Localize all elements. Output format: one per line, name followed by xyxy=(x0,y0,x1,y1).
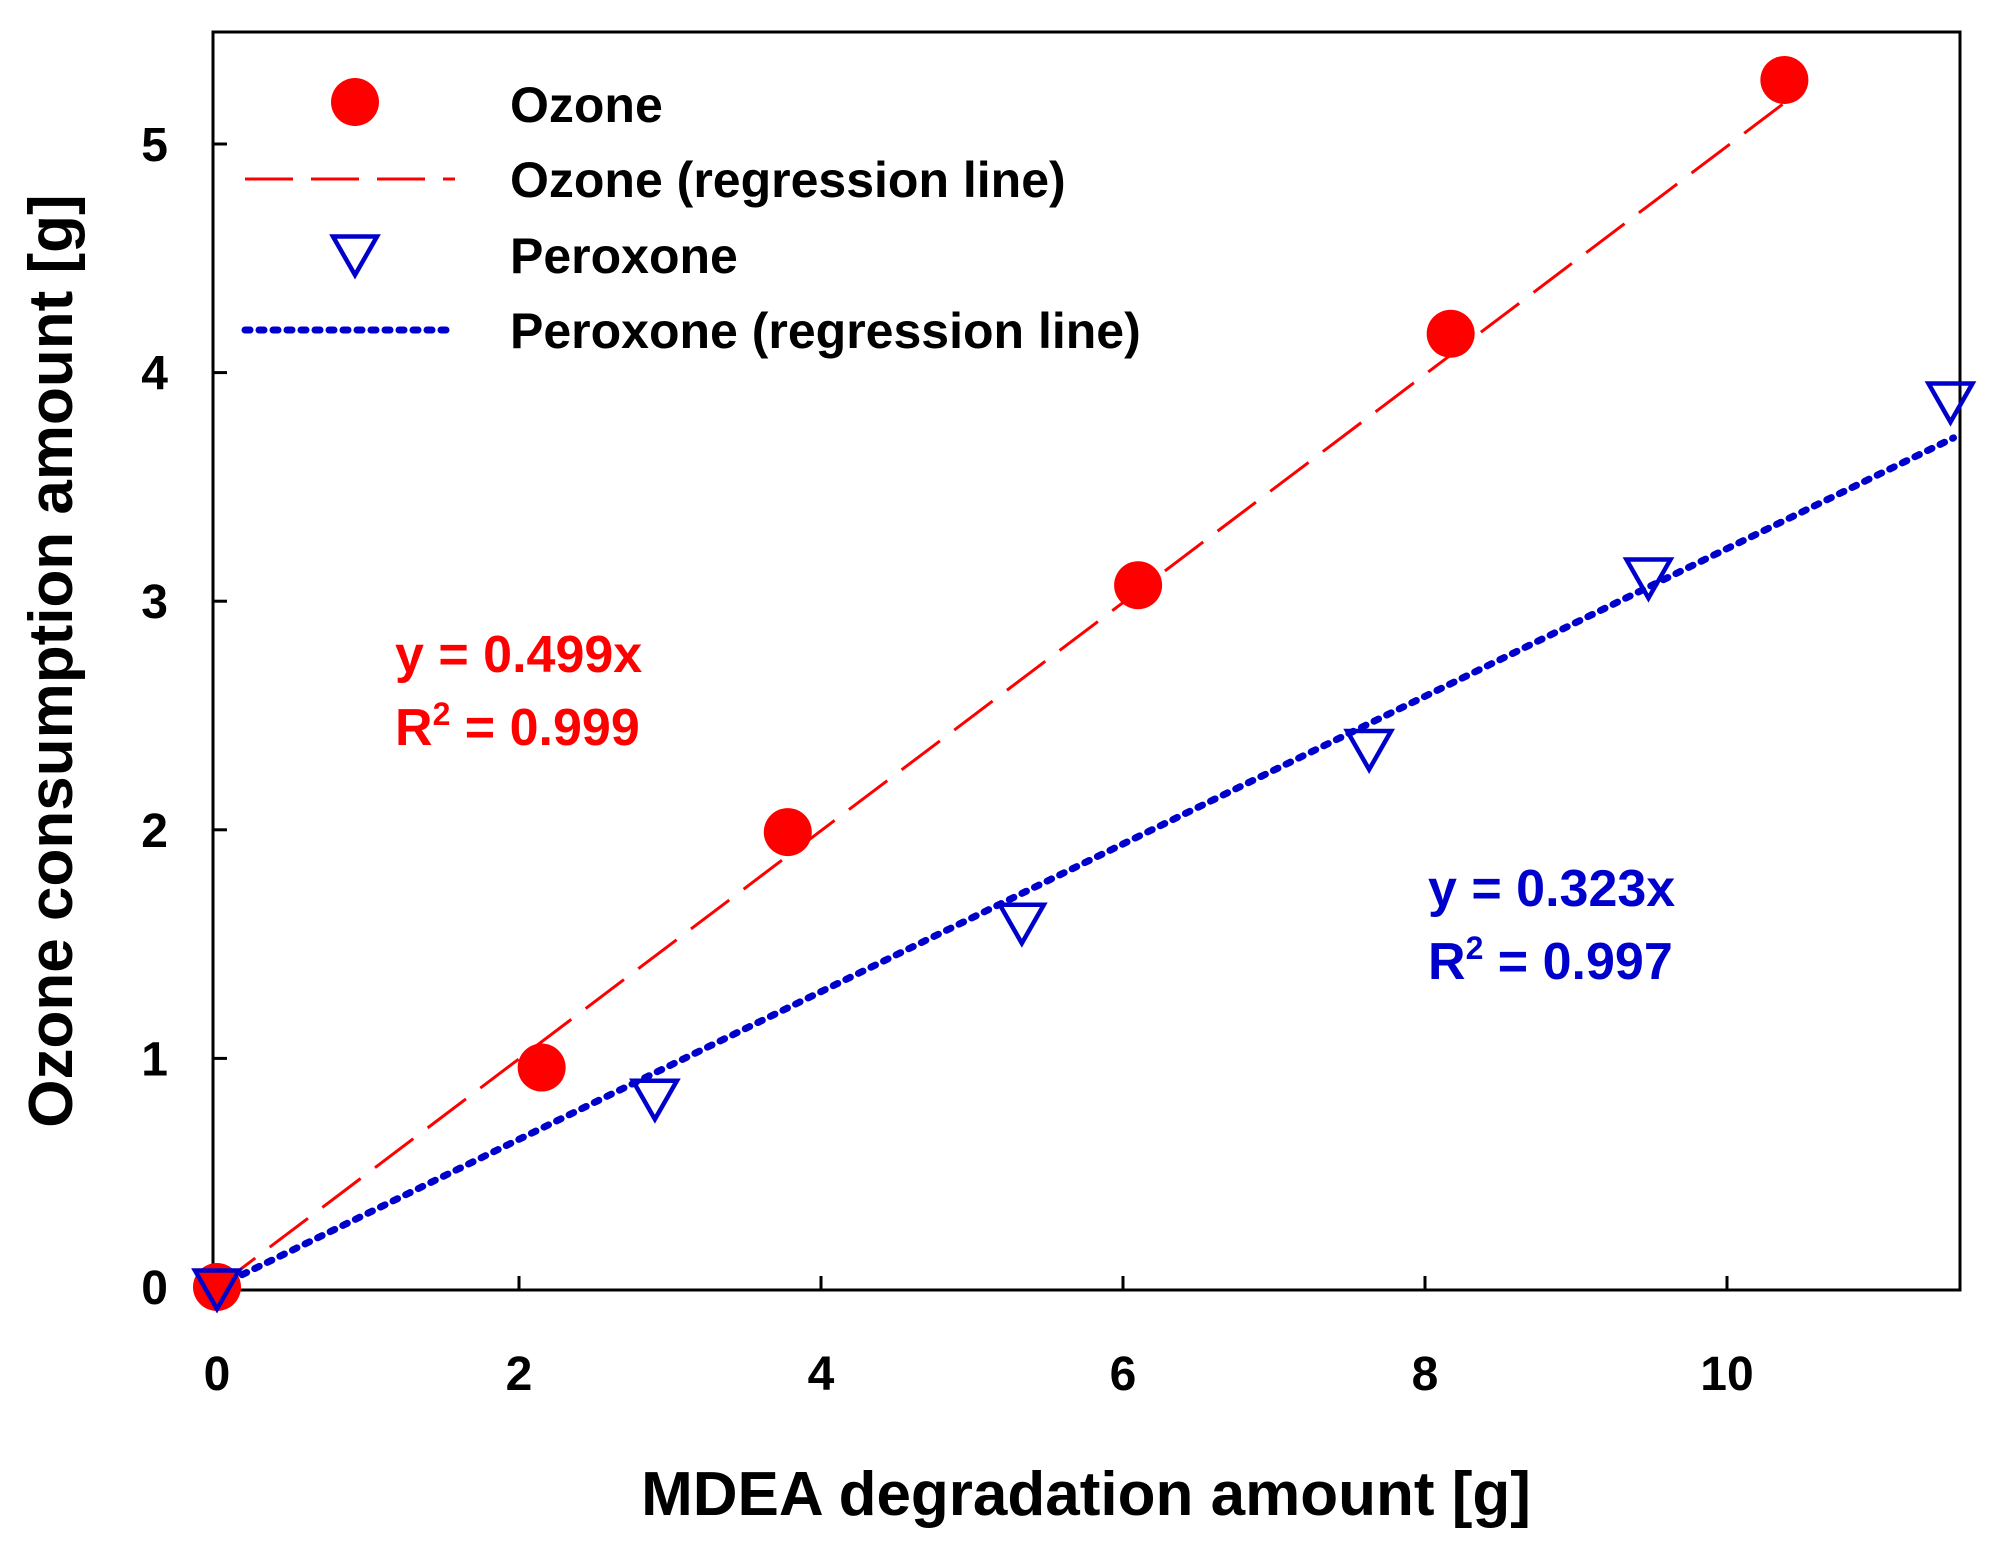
x-tick-label: 6 xyxy=(1110,1348,1137,1401)
r-squared-superscript: 2 xyxy=(1466,930,1484,966)
r-squared-prefix: R xyxy=(395,699,433,757)
y-tick-label: 1 xyxy=(141,1033,168,1086)
data-point xyxy=(1426,309,1475,358)
data-point xyxy=(1622,557,1675,603)
r-squared-superscript: 2 xyxy=(433,696,451,732)
equation-text: y = 0.323x xyxy=(1428,860,1675,918)
x-tick-label: 0 xyxy=(204,1348,231,1401)
r-squared-text: R2 = 0.997 xyxy=(1428,930,1673,991)
legend-label: Ozone xyxy=(510,77,663,133)
data-point xyxy=(629,1078,681,1124)
equation-text: y = 0.499x xyxy=(395,626,642,684)
y-tick-label: 0 xyxy=(141,1262,168,1315)
r-squared-text: R2 = 0.999 xyxy=(395,696,640,757)
x-tick-label: 8 xyxy=(1412,1348,1439,1401)
x-tick-label: 4 xyxy=(808,1348,835,1401)
data-point xyxy=(193,1263,241,1311)
y-tick-label: 5 xyxy=(141,119,168,172)
legend-label: Peroxone (regression line) xyxy=(510,303,1141,359)
x-tick-label: 2 xyxy=(506,1348,533,1401)
legend: Ozone Ozone (regression line) Peroxone Pero… xyxy=(241,77,1141,359)
r-squared-value: = 0.997 xyxy=(1483,933,1672,991)
plot-frame xyxy=(211,30,1962,1292)
r-squared-value: = 0.999 xyxy=(450,699,639,757)
regression-line xyxy=(216,88,1804,1289)
legend-label: Ozone (regression line) xyxy=(510,152,1066,208)
data-point xyxy=(995,902,1048,948)
data-point xyxy=(1343,728,1396,775)
series-layer xyxy=(191,55,1977,1314)
y-axis-title: Ozone consumption amount [g] xyxy=(17,194,86,1127)
y-tick-label: 4 xyxy=(141,348,168,401)
data-point xyxy=(191,1268,243,1314)
legend-marker xyxy=(331,78,379,126)
data-point xyxy=(1114,561,1163,610)
data-point xyxy=(1924,381,1977,427)
y-tick-label: 2 xyxy=(141,805,168,858)
legend-label: Peroxone xyxy=(510,228,738,284)
data-point xyxy=(517,1043,566,1092)
x-axis-title: MDEA degradation amount [g] xyxy=(641,1460,1531,1529)
legend-marker xyxy=(329,234,381,280)
y-tick-label: 3 xyxy=(141,576,168,629)
axes: 0 2 4 6 8 10 0 1 2 3 4 5 xyxy=(141,119,1753,1401)
data-point xyxy=(763,808,812,857)
data-point xyxy=(1760,55,1809,104)
regression-line xyxy=(213,434,1957,1291)
x-tick-label: 10 xyxy=(1700,1348,1753,1401)
r-squared-prefix: R xyxy=(1428,933,1466,991)
